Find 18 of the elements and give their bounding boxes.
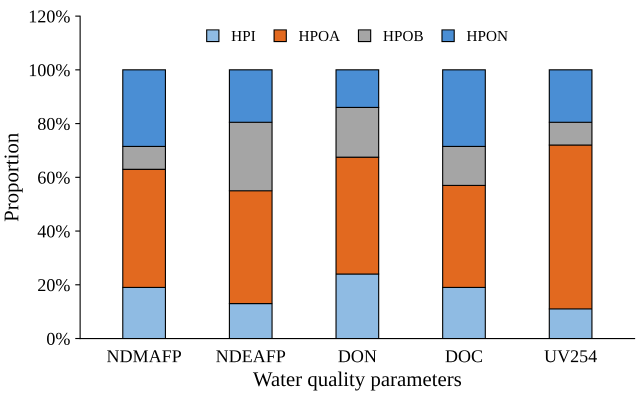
y-tick-label: 20% <box>38 279 70 292</box>
y-axis-title: Proportion <box>4 133 23 222</box>
y-tick-label: 60% <box>38 172 70 184</box>
y-tick-label: 0% <box>47 332 70 346</box>
x-axis-title: Water quality parameters <box>252 372 462 391</box>
legend-label: HPOB <box>383 30 423 42</box>
x-tick-label: DON <box>338 350 376 362</box>
legend-label: HPOA <box>298 30 340 42</box>
y-tick-label: 80% <box>38 118 70 130</box>
x-tick-label: DOC <box>445 350 482 362</box>
x-tick-label: UV254 <box>544 350 597 362</box>
y-tick-label: 40% <box>38 225 70 238</box>
x-tick-label: NDMAFP <box>106 350 182 362</box>
legend-label: HPON <box>466 30 508 42</box>
legend-label: HPI <box>232 31 256 42</box>
y-tick-label: 100% <box>30 64 70 76</box>
y-tick-label: 120% <box>30 10 70 23</box>
x-tick-label: NDEAFP <box>216 350 286 362</box>
